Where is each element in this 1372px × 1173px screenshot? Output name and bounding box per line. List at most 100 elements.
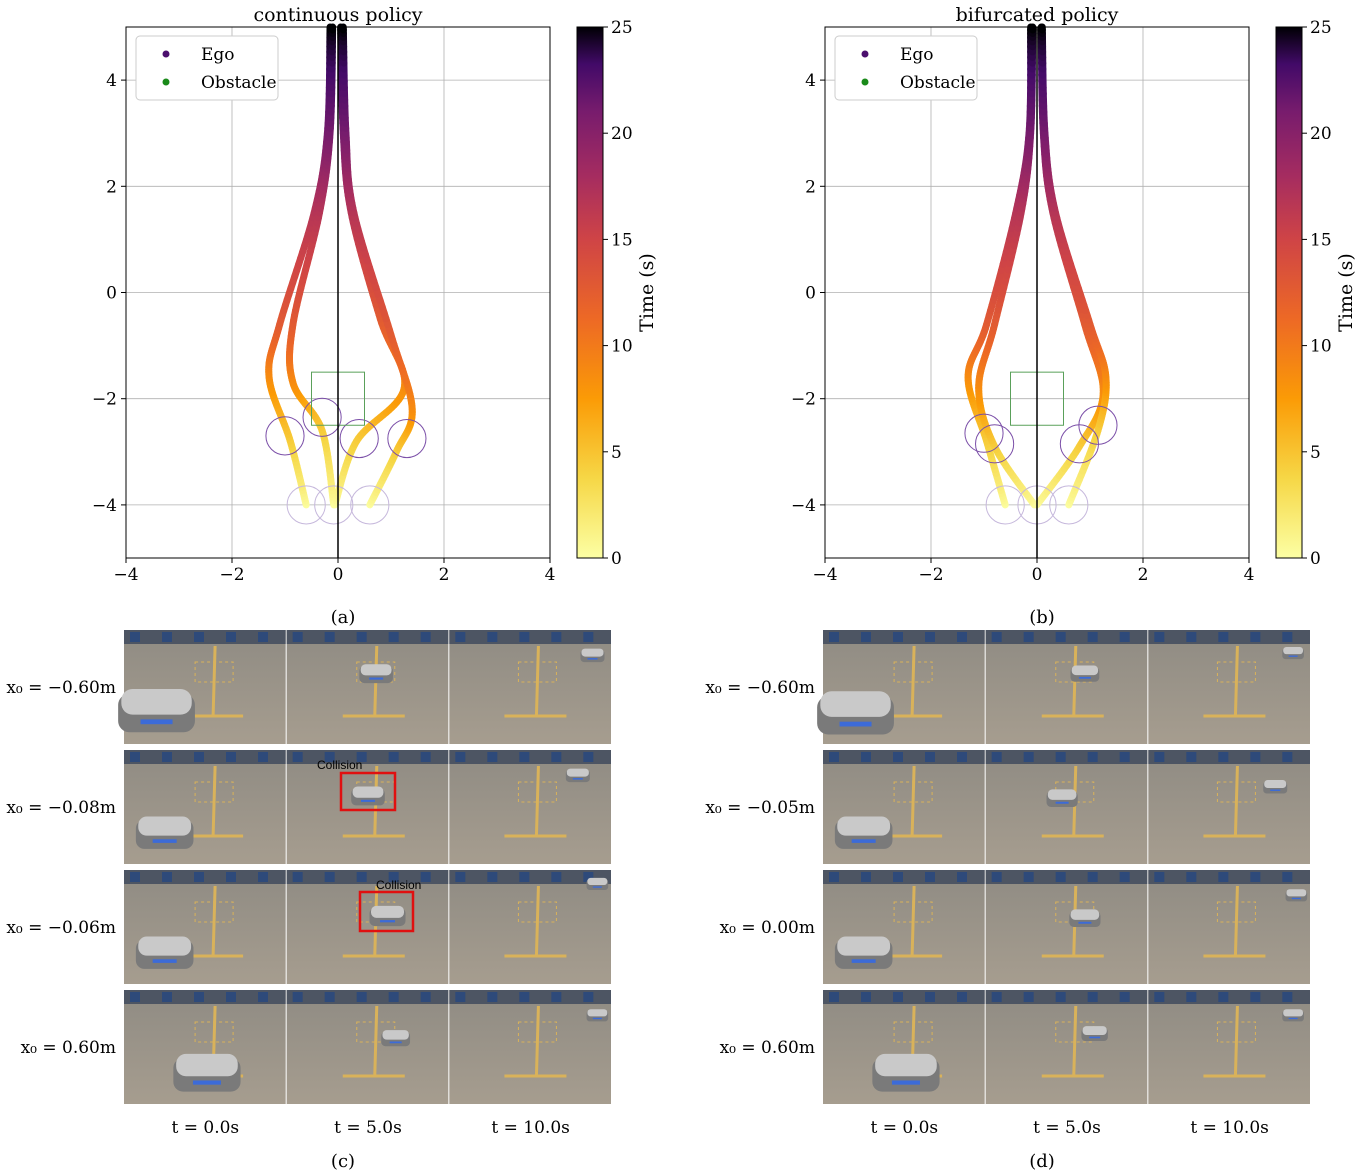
photo-wall-panel [583,752,594,762]
robot [381,1030,411,1047]
trajectory-x0--0-08 [285,23,338,509]
plot-b-colorbar: 0 5 10 15 20 25 Time (s) [1275,18,1357,569]
robot-light [192,1080,221,1085]
ego-circle-start [985,485,1025,525]
photo-row-label: x₀ = −0.08m [6,798,116,818]
collision-box [358,890,415,933]
photo-wall-panel [1119,872,1130,882]
photo-wall-panel [1154,632,1165,642]
photo-wall-panel [861,632,871,642]
photo-wall-panel [455,752,466,762]
colorbar-tick-label: 15 [611,230,633,250]
trajectory-x0-0-60 [339,23,416,509]
robot-light [1270,789,1281,791]
photo-wall-panel [194,752,204,762]
photo-wall-panel [1154,752,1165,762]
photo-floor-box [194,781,234,803]
photo-floor [1148,870,1310,984]
photo-wall-panel [1154,992,1165,1002]
photo-wall-panel [861,992,871,1002]
photo-wall-panel [388,872,399,882]
y-tick-label: 2 [805,177,816,197]
legend-marker-obstacle [861,78,869,86]
robot-light [369,677,384,680]
photo-wall-panel [551,872,562,882]
photo-frame [1148,750,1310,864]
photo-floor-line [1072,1005,1078,1077]
photo-floor-box [1216,901,1256,923]
photo-floor-line [1233,1005,1239,1077]
photo-frame [817,630,985,744]
legend-box [135,35,279,101]
robot [359,664,393,684]
photo-wall-panel [519,992,530,1002]
photo-wall-panel [130,872,140,882]
plot-a-trajectories [265,23,416,509]
x-tick-label: −2 [918,565,943,585]
photo-wall-panel [1154,872,1165,882]
colorbar-tick-label: 0 [1310,549,1321,569]
photo-wall-panel [292,632,303,642]
photo-floor-line [373,1005,379,1077]
robot-top [820,691,891,717]
photo-wall-panel [324,752,335,762]
robot-light [1288,1017,1298,1020]
photo-wall-panel [957,872,967,882]
robot [872,1053,940,1092]
photo-wall-panel [258,872,268,882]
photo-floor [1148,750,1310,864]
y-tick-label: −4 [791,496,816,516]
panel-d-caption: (d) [1029,1151,1055,1172]
photo-wall-panel [1282,632,1293,642]
robot-light [891,1080,920,1085]
photo-wall-panel [1282,992,1293,1002]
photo-wall-panel [356,872,367,882]
robot-top [1264,779,1287,788]
photo-frame [823,750,985,864]
photo-frame [985,870,1148,984]
robot-top [382,1030,409,1040]
photo-floor-box [517,901,557,923]
photo-wall-panel [388,752,399,762]
photo-wall-panel [991,992,1002,1002]
x-tick-label: −4 [113,565,138,585]
panel-c-caption: (c) [331,1151,355,1172]
plot-panel-b: −4 −2 0 2 4 −4 −2 0 2 4 bifurcated policy Ego Obst… [791,4,1357,628]
photo-frame [124,870,286,984]
ego-circle [339,418,379,459]
photo-wall-panel [130,632,140,642]
photo-floor-line [211,645,217,717]
photo-wall-panel [162,752,172,762]
photo-wall-panel [455,992,466,1002]
robot [135,816,194,849]
robot-light [1288,655,1298,657]
photo-time-label: t = 0.0s [172,1118,240,1138]
photo-wall-panel [1250,872,1261,882]
photo-wall-panel [551,992,562,1002]
photo-floor-line [534,765,540,837]
photo-wall-panel [162,872,172,882]
robot [369,905,406,927]
photo-wall-panel [324,992,335,1002]
photo-wall-panel [1218,632,1229,642]
photo-frame [985,990,1148,1104]
photo-wall-panel [1250,752,1261,762]
photo-floor-box [517,661,557,683]
collision-label: Collision [376,878,421,892]
photo-wall-panel [487,992,498,1002]
plot-a-colorbar: 0 5 10 15 20 25 Time (s) [576,18,658,569]
photo-floor-box [893,781,933,803]
photo-wall-panel [1087,632,1098,642]
photo-wall-panel [324,632,335,642]
robot-light [1291,897,1301,900]
robot-light [152,959,177,963]
x-tick-label: 4 [545,565,556,585]
photo-wall-panel [162,992,172,1002]
colorbar-gradient [576,26,604,559]
panel-a-caption: (a) [331,607,356,628]
photo-frame [286,750,449,864]
panel-b-caption: (b) [1029,607,1055,628]
photo-floor-box [1055,781,1095,803]
robot [173,1053,241,1092]
